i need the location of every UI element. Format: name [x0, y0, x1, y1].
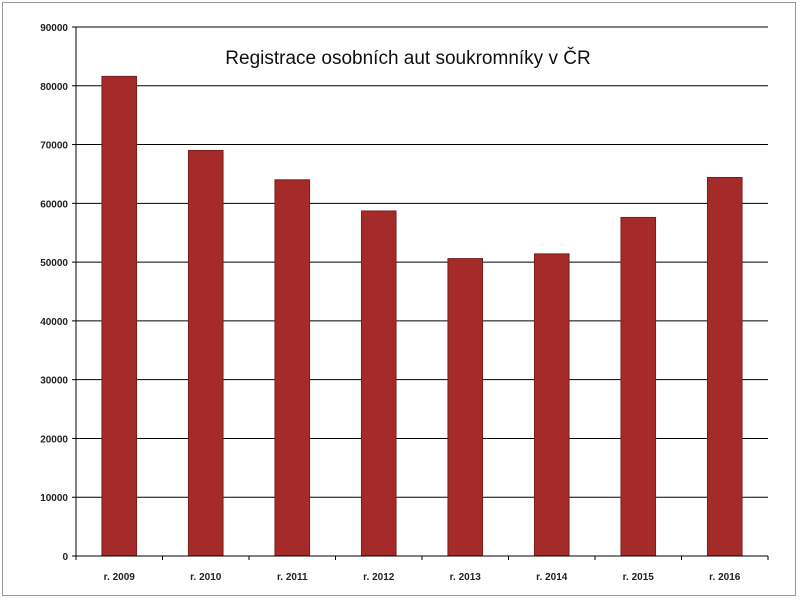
x-tick-label: r. 2016 [709, 572, 741, 583]
bar-r-2010 [187, 149, 224, 557]
x-tick-label: r. 2014 [536, 572, 568, 583]
x-tick-label: r. 2010 [190, 572, 222, 583]
y-tick-label: 40000 [40, 317, 68, 328]
x-tick-label: r. 2011 [277, 572, 308, 583]
y-tick-label: 80000 [40, 82, 68, 93]
y-tick-label: 0 [62, 552, 68, 563]
y-tick-label: 50000 [40, 258, 68, 269]
bar-r-2009 [101, 75, 138, 557]
chart-title: Registrace osobních aut soukromníky v ČR [225, 47, 590, 69]
y-tick-label: 90000 [40, 23, 68, 34]
bars [101, 75, 743, 557]
bar-r-2016 [706, 176, 743, 557]
bar-r-2015 [620, 216, 657, 557]
bar-r-2013 [447, 258, 484, 557]
axes [72, 26, 769, 560]
gridlines [76, 26, 768, 498]
x-tick-label: r. 2015 [623, 572, 655, 583]
x-tick-label: r. 2013 [450, 572, 482, 583]
y-tick-labels: 0 10000 20000 30000 40000 50000 60000 70000 8000… [40, 23, 68, 563]
x-tick-label: r. 2009 [104, 572, 136, 583]
y-tick-label: 10000 [40, 493, 68, 504]
y-tick-label: 60000 [40, 199, 68, 210]
bar-r-2014 [533, 253, 570, 557]
bar-r-2011 [274, 179, 311, 557]
y-tick-label: 70000 [40, 141, 68, 152]
x-tick-labels: r. 2009 r. 2010 r. 2011 r. 2012 r. 2013 r. 20… [104, 572, 741, 583]
bar-r-2012 [360, 210, 397, 557]
y-tick-label: 30000 [40, 376, 68, 387]
y-tick-label: 20000 [40, 434, 68, 445]
x-tick-label: r. 2012 [363, 572, 395, 583]
